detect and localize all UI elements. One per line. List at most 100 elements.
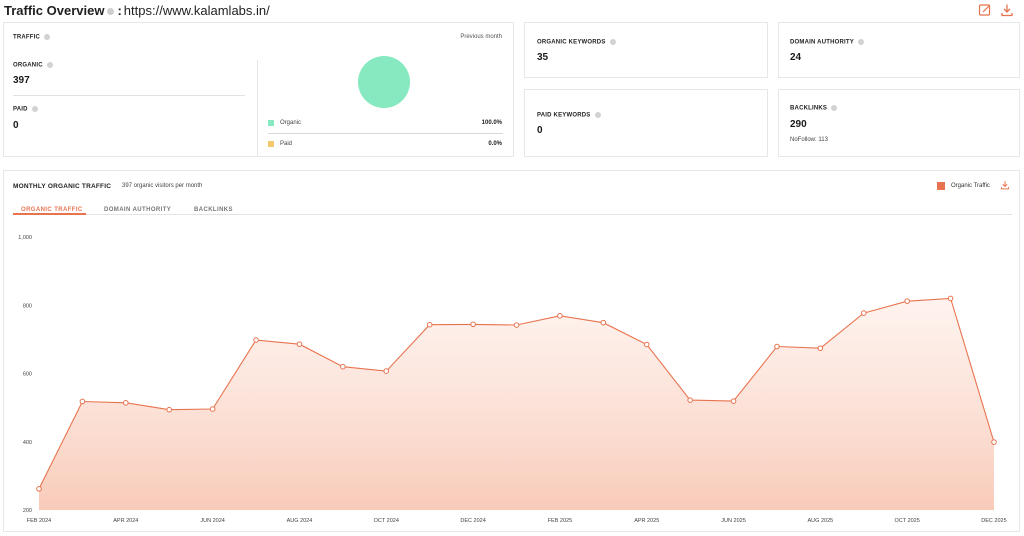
data-point[interactable]	[947, 295, 954, 302]
pie-slice-organic[interactable]	[358, 56, 410, 108]
data-point[interactable]	[209, 406, 216, 412]
x-tick-label: JUN 2024	[200, 518, 224, 524]
header-actions	[976, 3, 1020, 19]
domain-authority-value: 24	[790, 52, 802, 63]
legend-organic-name: Organic	[280, 120, 302, 126]
data-point[interactable]	[166, 406, 173, 413]
paid-keywords-value: 0	[537, 125, 543, 136]
y-tick-label: 1,000	[18, 235, 32, 241]
x-tick-label: DEC 2024	[460, 518, 485, 524]
domain-authority-card: DOMAIN AUTHORITY 24	[778, 22, 1020, 78]
chart-legend-swatch[interactable]	[937, 182, 945, 190]
data-point[interactable]	[296, 341, 303, 347]
organic-divider	[13, 95, 245, 96]
y-tick-label: 200	[23, 508, 32, 514]
active-tab-underline	[13, 213, 86, 215]
data-point[interactable]	[340, 363, 346, 370]
backlinks-info-icon[interactable]	[831, 105, 838, 111]
traffic-period: Previous month	[460, 34, 502, 40]
x-tick-label: DEC 2025	[981, 518, 1006, 524]
x-tick-label: OCT 2024	[374, 518, 399, 524]
data-point[interactable]	[470, 321, 476, 328]
monthly-title: MONTHLY ORGANIC TRAFFIC	[13, 183, 112, 190]
backlinks-nofollow: NoFollow: 113	[790, 137, 828, 143]
monthly-subtitle: 397 organic visitors per month	[122, 183, 203, 189]
tab-backlinks[interactable]: BACKLINKS	[194, 207, 233, 213]
organic-traffic-area	[39, 298, 994, 510]
download-icon[interactable]	[1000, 3, 1014, 17]
traffic-card: TRAFFIC Previous month ORGANIC 397 PAID …	[3, 22, 514, 157]
backlinks-value: 290	[790, 119, 807, 130]
paid-keywords-label: PAID KEYWORDS	[537, 112, 601, 119]
data-point[interactable]	[860, 310, 867, 316]
organic-keywords-info-icon[interactable]	[609, 39, 616, 45]
legend-organic-pct: 100.0%	[481, 120, 502, 126]
data-point[interactable]	[904, 298, 910, 304]
domain-authority-info-icon[interactable]	[857, 39, 864, 45]
tabs-baseline	[13, 214, 1012, 215]
x-tick-label: APR 2024	[113, 518, 138, 524]
x-tick-label: APR 2025	[634, 518, 659, 524]
tab-domain-authority[interactable]: DOMAIN AUTHORITY	[104, 207, 172, 213]
page-title-text: Traffic Overview	[4, 3, 105, 18]
backlinks-card: BACKLINKS 290 NoFollow: 113	[778, 89, 1020, 157]
data-point[interactable]	[123, 400, 129, 406]
organic-keywords-label: ORGANIC KEYWORDS	[537, 39, 616, 46]
chart-legend-label[interactable]: Organic Traffic	[951, 183, 990, 189]
data-point[interactable]	[383, 368, 390, 374]
data-point[interactable]	[774, 343, 780, 350]
edit-report-icon[interactable]	[978, 3, 992, 17]
chart-tabs: ORGANIC TRAFFIC DOMAIN AUTHORITY BACKLIN…	[13, 207, 1013, 217]
data-point[interactable]	[730, 398, 737, 404]
organic-keywords-card: ORGANIC KEYWORDS 35	[524, 22, 768, 78]
legend-divider	[268, 133, 503, 134]
data-point[interactable]	[36, 486, 42, 492]
organic-info-icon[interactable]	[46, 62, 53, 68]
paid-label: PAID	[13, 106, 38, 113]
data-point[interactable]	[79, 398, 86, 405]
legend-paid-pct: 0.0%	[488, 141, 502, 147]
paid-value: 0	[13, 120, 19, 131]
data-point[interactable]	[557, 313, 563, 319]
organic-traffic-chart: 1,000 800 600 400 200 FEB 2024 APR 2024 JUN 20…	[18, 235, 1007, 524]
organic-keywords-value: 35	[537, 52, 549, 63]
x-tick-label: AUG 2025	[808, 518, 834, 524]
paid-keywords-card: PAID KEYWORDS 0	[524, 89, 768, 157]
site-url: https://www.kalamlabs.in/	[123, 3, 270, 18]
traffic-info-icon[interactable]	[44, 34, 51, 40]
x-tick-label: AUG 2024	[287, 518, 313, 524]
domain-authority-label: DOMAIN AUTHORITY	[790, 39, 864, 46]
y-tick-label: 600	[23, 372, 32, 378]
traffic-label: TRAFFIC	[13, 34, 51, 41]
data-point[interactable]	[513, 322, 520, 328]
backlinks-label: BACKLINKS	[790, 105, 838, 112]
x-tick-label: JUN 2025	[721, 518, 745, 524]
y-axis: 1,000 800 600 400 200	[18, 235, 32, 514]
paid-keywords-info-icon[interactable]	[594, 112, 601, 118]
data-point[interactable]	[643, 341, 650, 348]
data-point[interactable]	[253, 337, 259, 343]
x-axis: FEB 2024 APR 2024 JUN 2024 AUG 2024 OCT 2024…	[27, 518, 1007, 524]
data-point[interactable]	[817, 345, 824, 352]
organic-traffic-points	[36, 295, 997, 492]
traffic-pie-chart	[358, 56, 410, 108]
tab-organic-traffic[interactable]: ORGANIC TRAFFIC	[21, 207, 83, 213]
paid-info-icon[interactable]	[31, 106, 38, 112]
y-tick-label: 400	[23, 440, 32, 446]
legend-swatch-paid	[268, 141, 274, 147]
y-tick-label: 800	[23, 303, 32, 309]
chart-download-icon[interactable]	[1000, 180, 1010, 190]
page-header: Traffic Overview: https://www.kalamlabs.i…	[4, 3, 1020, 19]
title-info-icon[interactable]	[107, 7, 115, 15]
page-title: Traffic Overview: https://www.kalamlabs.i…	[4, 3, 270, 18]
legend-paid-name: Paid	[280, 141, 293, 147]
x-tick-label: FEB 2025	[548, 518, 572, 524]
monthly-organic-traffic-card: MONTHLY ORGANIC TRAFFIC 397 organic visi…	[3, 170, 1020, 532]
data-point[interactable]	[991, 439, 997, 445]
data-point[interactable]	[426, 321, 433, 328]
organic-value: 397	[13, 75, 30, 86]
data-point[interactable]	[687, 397, 693, 403]
organic-label: ORGANIC	[13, 62, 53, 69]
data-point[interactable]	[600, 319, 607, 326]
traffic-vertical-divider	[257, 60, 258, 156]
